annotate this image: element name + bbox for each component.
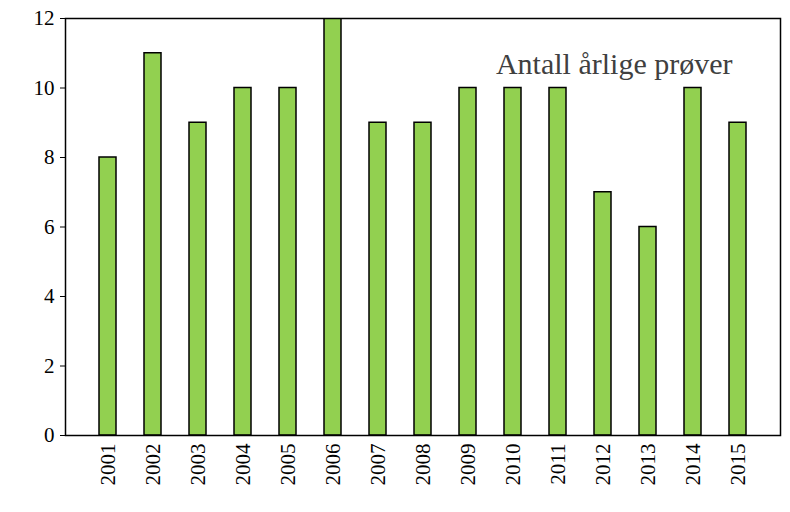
svg-text:12: 12	[34, 6, 55, 30]
svg-text:2005: 2005	[276, 444, 300, 486]
svg-text:2001: 2001	[96, 444, 120, 486]
svg-text:2008: 2008	[411, 444, 435, 486]
svg-text:0: 0	[44, 423, 55, 447]
svg-text:2004: 2004	[231, 443, 255, 486]
svg-text:2011: 2011	[546, 444, 570, 485]
svg-text:2007: 2007	[366, 444, 390, 486]
svg-text:Antall årlige prøver: Antall årlige prøver	[496, 47, 733, 80]
svg-text:2010: 2010	[501, 444, 525, 486]
svg-text:6: 6	[44, 215, 55, 239]
svg-text:2012: 2012	[591, 444, 615, 486]
svg-text:2006: 2006	[321, 444, 345, 486]
svg-text:4: 4	[44, 284, 55, 308]
svg-text:2013: 2013	[636, 444, 660, 486]
svg-text:2009: 2009	[456, 444, 480, 486]
svg-text:10: 10	[34, 76, 55, 100]
svg-text:2014: 2014	[681, 443, 705, 486]
svg-text:2003: 2003	[186, 444, 210, 486]
svg-text:2015: 2015	[726, 444, 750, 486]
svg-text:2002: 2002	[141, 444, 165, 486]
svg-text:2: 2	[44, 354, 55, 378]
svg-text:8: 8	[44, 145, 55, 169]
